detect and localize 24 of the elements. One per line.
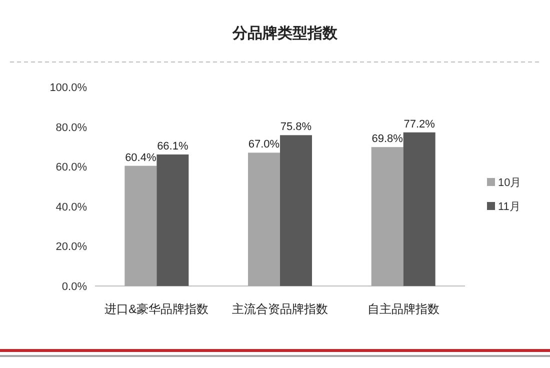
bar bbox=[124, 166, 157, 286]
y-tick-label: 80.0% bbox=[56, 122, 88, 134]
data-label: 75.8% bbox=[280, 121, 312, 134]
x-tick-label: 进口&豪华品牌指数 bbox=[104, 302, 209, 316]
y-tick-label: 60.0% bbox=[56, 162, 88, 174]
bar bbox=[403, 132, 436, 286]
data-label: 67.0% bbox=[248, 138, 280, 151]
bar bbox=[248, 152, 280, 286]
bar bbox=[280, 135, 312, 286]
y-tick-label: 20.0% bbox=[56, 241, 88, 254]
x-tick-label: 主流合资品牌指数 bbox=[232, 302, 328, 316]
data-label: 60.4% bbox=[125, 152, 156, 164]
y-tick-label: 40.0% bbox=[56, 201, 88, 214]
legend-label: 11月 bbox=[498, 201, 520, 213]
bar bbox=[156, 154, 189, 286]
x-tick-label: 自主品牌指数 bbox=[367, 302, 440, 316]
y-tick-label: 100.0% bbox=[50, 82, 88, 94]
data-label: 77.2% bbox=[404, 118, 436, 130]
data-label: 69.8% bbox=[372, 133, 404, 146]
y-tick-label: 0.0% bbox=[62, 281, 88, 293]
chart-title: 分品牌类型指数 bbox=[232, 25, 338, 42]
data-label: 66.1% bbox=[157, 140, 188, 152]
bar bbox=[371, 147, 404, 286]
legend-label: 10月 bbox=[498, 177, 522, 189]
